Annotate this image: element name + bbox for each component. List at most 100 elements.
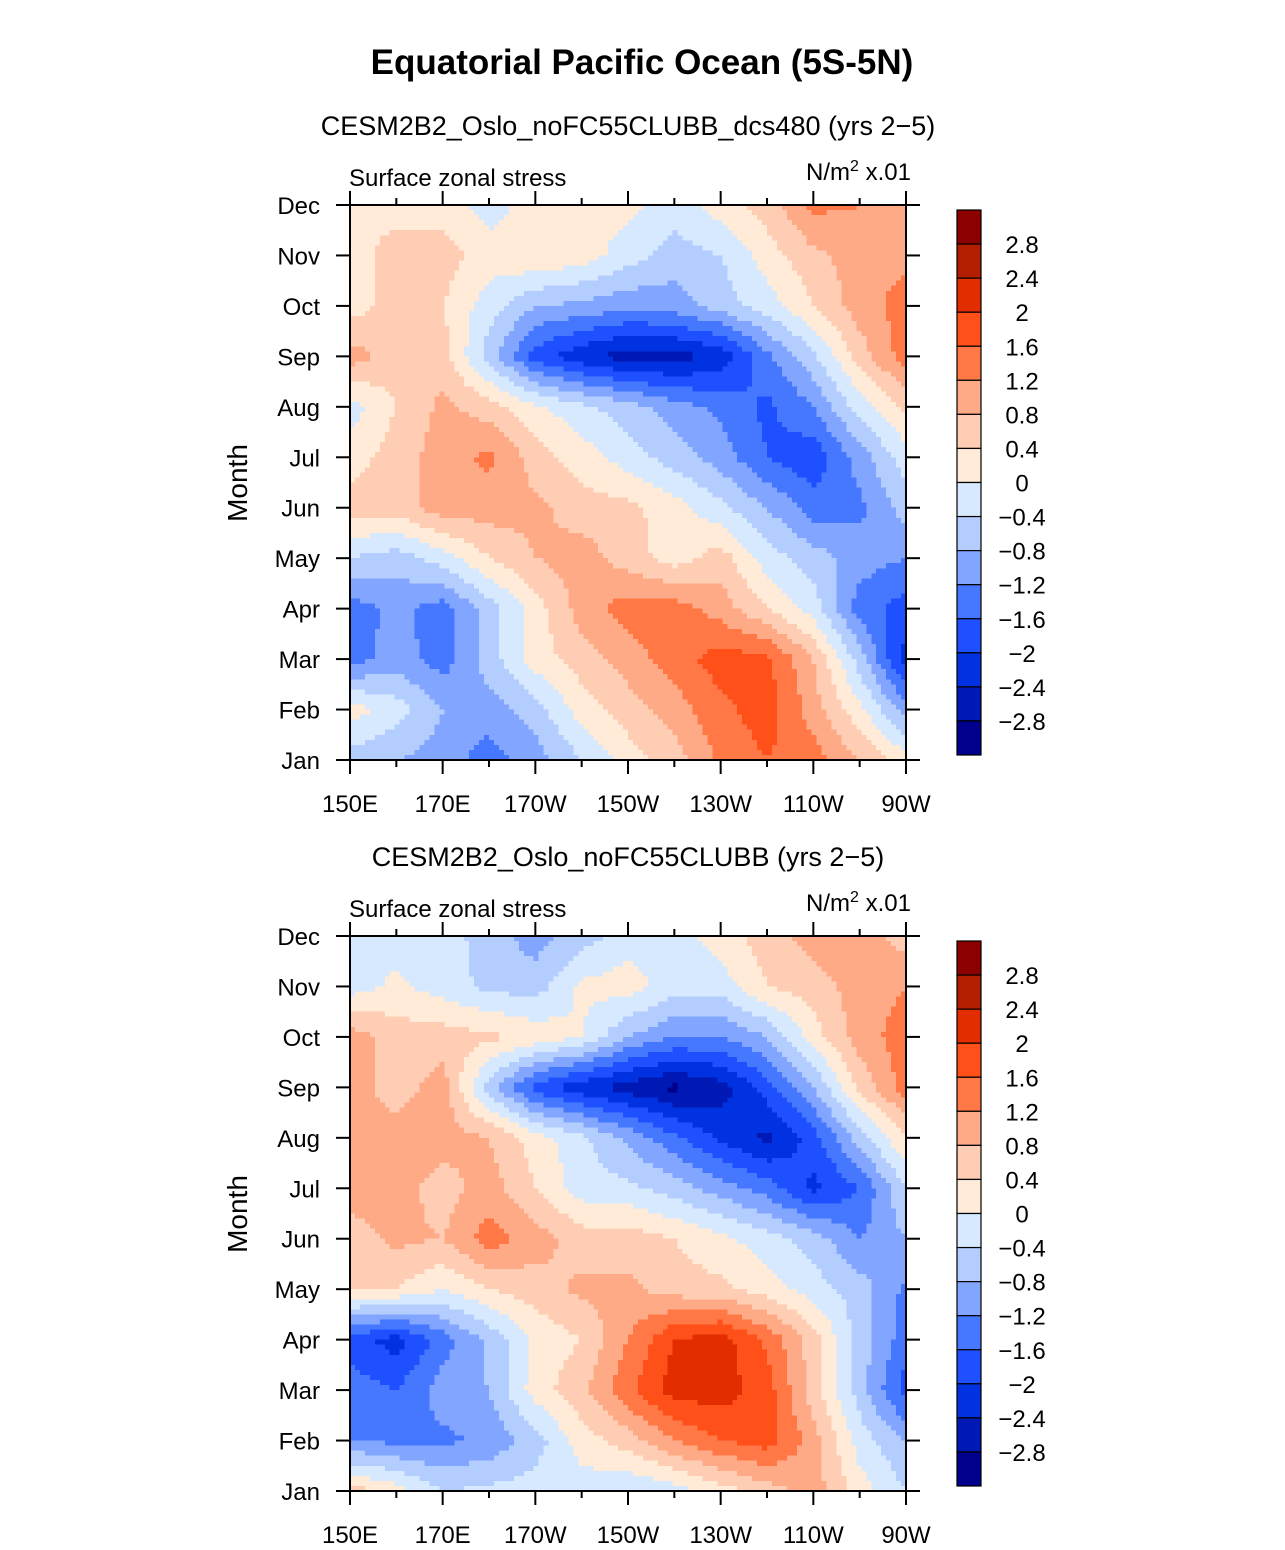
contour-cell — [891, 1354, 907, 1361]
contour-cell — [434, 1374, 485, 1381]
contour-cell — [374, 1092, 416, 1099]
contour-cell — [727, 1082, 753, 1088]
contour-cell — [901, 1228, 907, 1235]
contour-cell — [350, 472, 361, 479]
contour-cell — [856, 1183, 872, 1189]
contour-cell — [836, 1445, 857, 1452]
contour-cell — [632, 739, 679, 746]
contour-cell — [508, 588, 535, 595]
contour-cell — [866, 1132, 887, 1139]
contour-cell — [752, 255, 788, 262]
contour-cell — [722, 1319, 753, 1326]
contour-cell — [548, 709, 574, 716]
contour-cell — [508, 1390, 530, 1396]
contour-cell — [767, 538, 808, 544]
contour-cell — [474, 1314, 510, 1321]
colorbar-swatch — [956, 1417, 982, 1453]
contour-cell — [474, 305, 505, 312]
contour-cell — [826, 1485, 848, 1492]
contour-cell — [469, 361, 490, 368]
contour-cell — [350, 1158, 495, 1164]
contour-cell — [548, 563, 614, 569]
contour-cell — [350, 1440, 386, 1447]
contour-cell — [821, 608, 838, 615]
contour-cell — [702, 1188, 753, 1194]
contour-cell — [578, 679, 629, 685]
contour-cell — [578, 280, 669, 287]
contour-cell — [369, 1374, 406, 1381]
contour-cell — [856, 1087, 877, 1094]
contour-cell — [881, 477, 907, 484]
contour-cell — [722, 1178, 773, 1184]
colorbar-swatch — [956, 1246, 982, 1283]
contour-cell — [647, 981, 738, 988]
contour-cell — [474, 583, 500, 590]
contour-cell — [856, 411, 882, 418]
contour-cell — [350, 482, 421, 489]
contour-cell — [816, 623, 833, 630]
contour-cell — [647, 754, 689, 761]
contour-cell — [737, 538, 768, 544]
contour-cell — [846, 1309, 872, 1316]
x-tick-label: 110W — [783, 791, 844, 818]
contour-cell — [662, 578, 748, 585]
contour-cell — [469, 1460, 540, 1467]
contour-cell — [449, 1304, 490, 1310]
contour-cell — [846, 1258, 907, 1265]
contour-cell — [886, 936, 907, 942]
contour-cell — [409, 704, 440, 711]
contour-cell — [866, 734, 887, 741]
contour-cell — [474, 1047, 515, 1053]
contour-cell — [826, 754, 857, 761]
contour-cell — [354, 1026, 470, 1033]
contour-cell — [821, 744, 848, 751]
contour-cell — [891, 452, 907, 458]
contour-cell — [861, 1147, 882, 1154]
contour-cell — [583, 1420, 619, 1427]
contour-cell — [836, 588, 857, 595]
contour-cell — [786, 1011, 818, 1018]
contour-cell — [866, 1152, 882, 1159]
contour-cell — [613, 1072, 664, 1078]
contour-cell — [742, 719, 778, 726]
contour-cell — [593, 1374, 614, 1381]
contour-cell — [826, 709, 848, 716]
contour-cell — [786, 1485, 828, 1492]
contour-cell — [866, 1223, 897, 1230]
contour-cell — [578, 432, 629, 438]
contour-cell — [871, 1319, 897, 1326]
units-superscript: 2 — [850, 158, 859, 175]
contour-cell — [901, 649, 907, 655]
contour-cell — [350, 1011, 386, 1018]
contour-cell — [776, 694, 803, 701]
contour-cell — [821, 1052, 843, 1058]
contour-cell — [781, 1218, 833, 1225]
contour-cell — [523, 719, 555, 726]
contour-cell — [881, 729, 902, 736]
contour-cell — [434, 1228, 445, 1235]
contour-cell — [781, 1203, 872, 1210]
contour-cell — [498, 618, 525, 625]
contour-cell — [871, 669, 887, 675]
contour-cell — [861, 649, 877, 655]
contour-cell — [841, 285, 892, 292]
contour-cell — [350, 1380, 381, 1386]
contour-cell — [568, 704, 604, 711]
contour-cell — [583, 1122, 619, 1129]
contour-cell — [886, 608, 907, 615]
contour-cell — [732, 326, 763, 332]
contour-cell — [886, 714, 907, 721]
contour-cell — [846, 1112, 867, 1119]
contour-cell — [528, 376, 565, 383]
contour-cell — [613, 356, 694, 363]
contour-cell — [896, 946, 907, 952]
contour-cell — [350, 386, 386, 393]
contour-cell — [637, 694, 684, 701]
contour-cell — [737, 568, 763, 574]
contour-cell — [871, 1279, 907, 1285]
contour-cell — [558, 1208, 649, 1215]
y-tick-label: Feb — [279, 698, 320, 725]
contour-cell — [816, 1127, 833, 1134]
contour-cell — [871, 689, 882, 696]
contour-cell — [667, 1147, 704, 1154]
